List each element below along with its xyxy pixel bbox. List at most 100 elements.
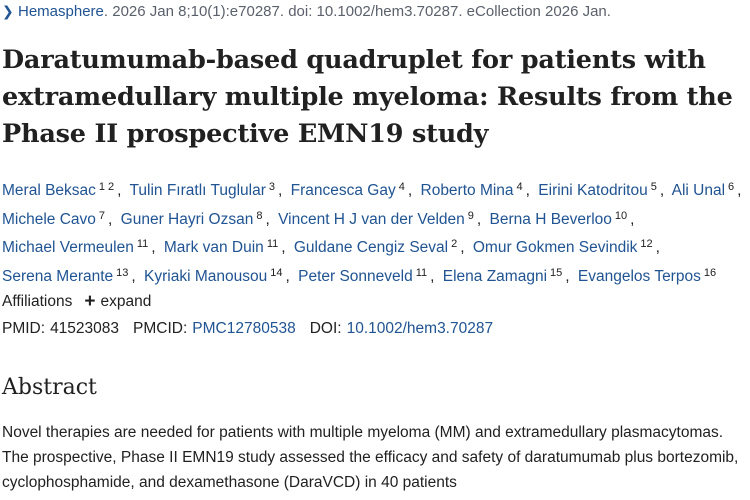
author-affiliation-refs: 14 xyxy=(270,267,285,279)
affiliation-ref[interactable]: 7 xyxy=(98,209,106,222)
affiliation-ref[interactable]: 2 xyxy=(451,238,458,250)
affiliation-ref[interactable]: 5 xyxy=(650,181,657,193)
affiliation-ref[interactable]: 11 xyxy=(136,238,149,250)
author-separator: , xyxy=(265,210,270,228)
author-separator: , xyxy=(285,267,290,285)
affiliation-ref[interactable]: 1 xyxy=(98,181,106,193)
author-name-link[interactable]: Evangelos Terpos xyxy=(577,267,701,285)
identifiers-row: PMID: 41523083 PMCID: PMC12780538 DOI: 10.100… xyxy=(2,320,493,338)
author-affiliation-refs: 6 xyxy=(728,181,737,193)
author-affiliation-refs: 12 xyxy=(640,238,655,250)
author-affiliation-refs: 2 xyxy=(451,238,460,250)
author-separator: , xyxy=(565,267,570,285)
author-item: Tulin Fıratlı Tuglular 3, xyxy=(129,181,287,199)
author-item: Michele Cavo 7, xyxy=(2,210,116,228)
affiliation-ref[interactable]: 11 xyxy=(415,266,428,279)
affiliation-ref[interactable]: 12 xyxy=(640,238,653,250)
author-name-link[interactable]: Michele Cavo xyxy=(2,210,96,228)
abstract-heading: Abstract xyxy=(2,375,97,400)
author-affiliation-refs: 16 xyxy=(704,267,719,279)
affiliation-ref[interactable]: 16 xyxy=(703,266,717,279)
author-item: Evangelos Terpos 16 xyxy=(577,267,719,285)
affiliation-ref[interactable]: 2 xyxy=(108,181,115,193)
affiliation-ref[interactable]: 14 xyxy=(270,266,283,279)
citation-line: ❯ Hemasphere. 2026 Jan 8;10(1):e70287. do… xyxy=(2,3,611,20)
author-name-link[interactable]: Ali Unal xyxy=(671,182,726,199)
author-name-link[interactable]: Tulin Fıratlı Tuglular xyxy=(129,182,266,199)
author-separator: , xyxy=(630,210,635,228)
author-name-link[interactable]: Eirini Katodritou xyxy=(538,182,648,199)
affiliations-expand-button[interactable]: + expand xyxy=(84,292,151,311)
author-name-link[interactable]: Vincent H J van der Velden xyxy=(278,210,465,228)
author-item: Eirini Katodritou 5, xyxy=(538,181,668,199)
affiliation-ref[interactable]: 8 xyxy=(256,209,263,222)
author-name-link[interactable]: Francesca Gay xyxy=(290,182,396,199)
author-name-link[interactable]: Elena Zamagni xyxy=(442,267,548,285)
author-name-link[interactable]: Meral Beksac xyxy=(2,182,96,199)
author-separator: , xyxy=(117,182,122,199)
author-affiliation-refs: 11 xyxy=(416,267,430,279)
author-name-link[interactable]: Kyriaki Manousou xyxy=(144,267,268,285)
author-item: Berna H Beverloo 10, xyxy=(489,210,639,228)
author-item: Meral Beksac 1 2, xyxy=(2,181,125,199)
author-name-link[interactable]: Roberto Mina xyxy=(420,182,514,199)
author-name-link[interactable]: Peter Sonneveld xyxy=(298,267,413,285)
author-list: Meral Beksac 1 2, Tulin Fıratlı Tuglular 3,… xyxy=(2,175,750,289)
affiliation-ref[interactable]: 4 xyxy=(516,181,523,193)
author-item: Elena Zamagni 15, xyxy=(442,267,574,285)
author-separator: , xyxy=(430,267,435,285)
citation-details: . 2026 Jan 8;10(1):e70287. doi: 10.1002/… xyxy=(103,3,611,20)
chevron-right-icon[interactable]: ❯ xyxy=(2,3,14,19)
affiliation-ref[interactable]: 9 xyxy=(467,209,474,222)
affiliation-ref[interactable]: 15 xyxy=(550,266,563,279)
affiliation-ref[interactable]: 3 xyxy=(268,181,276,193)
author-affiliation-refs: 5 xyxy=(651,181,660,193)
author-item: Serena Merante 13, xyxy=(2,266,140,285)
author-name-link[interactable]: Berna H Beverloo xyxy=(489,210,612,228)
author-separator: , xyxy=(407,182,413,199)
author-affiliation-refs: 10 xyxy=(615,210,630,222)
pmid-value: 41523083 xyxy=(50,320,120,337)
doi-link[interactable]: 10.1002/hem3.70287 xyxy=(346,320,494,337)
expand-label: expand xyxy=(100,292,152,310)
author-item: Guner Hayri Ozsan 8, xyxy=(120,209,274,228)
pmcid-link[interactable]: PMC12780538 xyxy=(192,320,296,337)
pmid-label: PMID: xyxy=(2,320,46,337)
affiliation-ref[interactable]: 13 xyxy=(116,266,129,279)
affiliation-ref[interactable]: 6 xyxy=(728,181,735,193)
author-affiliation-refs: 11 xyxy=(137,238,151,250)
author-name-link[interactable]: Omur Gokmen Sevindik xyxy=(472,239,638,256)
author-affiliation-refs: 4 xyxy=(399,181,408,193)
author-affiliation-refs: 3 xyxy=(269,181,278,193)
author-separator: , xyxy=(525,182,530,199)
abstract-text: Novel therapies are needed for patients … xyxy=(2,424,739,491)
journal-link[interactable]: Hemasphere xyxy=(18,3,104,20)
author-item: Michael Vermeulen 11, xyxy=(2,238,160,256)
author-item: Kyriaki Manousou 14, xyxy=(144,267,294,285)
author-name-link[interactable]: Guner Hayri Ozsan xyxy=(120,210,254,228)
author-separator: , xyxy=(108,210,113,228)
author-name-link[interactable]: Serena Merante xyxy=(2,267,114,285)
author-name-link[interactable]: Mark van Duin xyxy=(163,239,264,256)
author-item: Francesca Gay 4, xyxy=(290,181,417,199)
author-affiliation-refs: 7 xyxy=(99,210,108,222)
affiliation-ref[interactable]: 10 xyxy=(614,209,628,222)
affiliation-ref[interactable]: 4 xyxy=(398,181,405,193)
author-name-link[interactable]: Guldane Cengiz Seval xyxy=(293,239,449,256)
author-affiliation-refs: 15 xyxy=(550,267,565,279)
author-separator: , xyxy=(151,239,156,256)
plus-icon: + xyxy=(84,291,96,312)
author-separator: , xyxy=(278,182,283,199)
author-affiliation-refs: 11 xyxy=(267,238,281,250)
author-item: Ali Unal 6, xyxy=(671,181,746,199)
author-item: Vincent H J van der Velden 9, xyxy=(278,209,485,228)
affiliations-label: Affiliations xyxy=(2,292,73,310)
author-item: Roberto Mina 4, xyxy=(420,181,534,199)
author-name-link[interactable]: Michael Vermeulen xyxy=(2,239,134,256)
author-separator: , xyxy=(131,267,136,285)
affiliation-ref[interactable]: 11 xyxy=(266,238,279,250)
affiliations-row: Affiliations + expand xyxy=(2,292,151,311)
article-title: Daratumumab‐based quadruplet for patient… xyxy=(2,45,733,149)
